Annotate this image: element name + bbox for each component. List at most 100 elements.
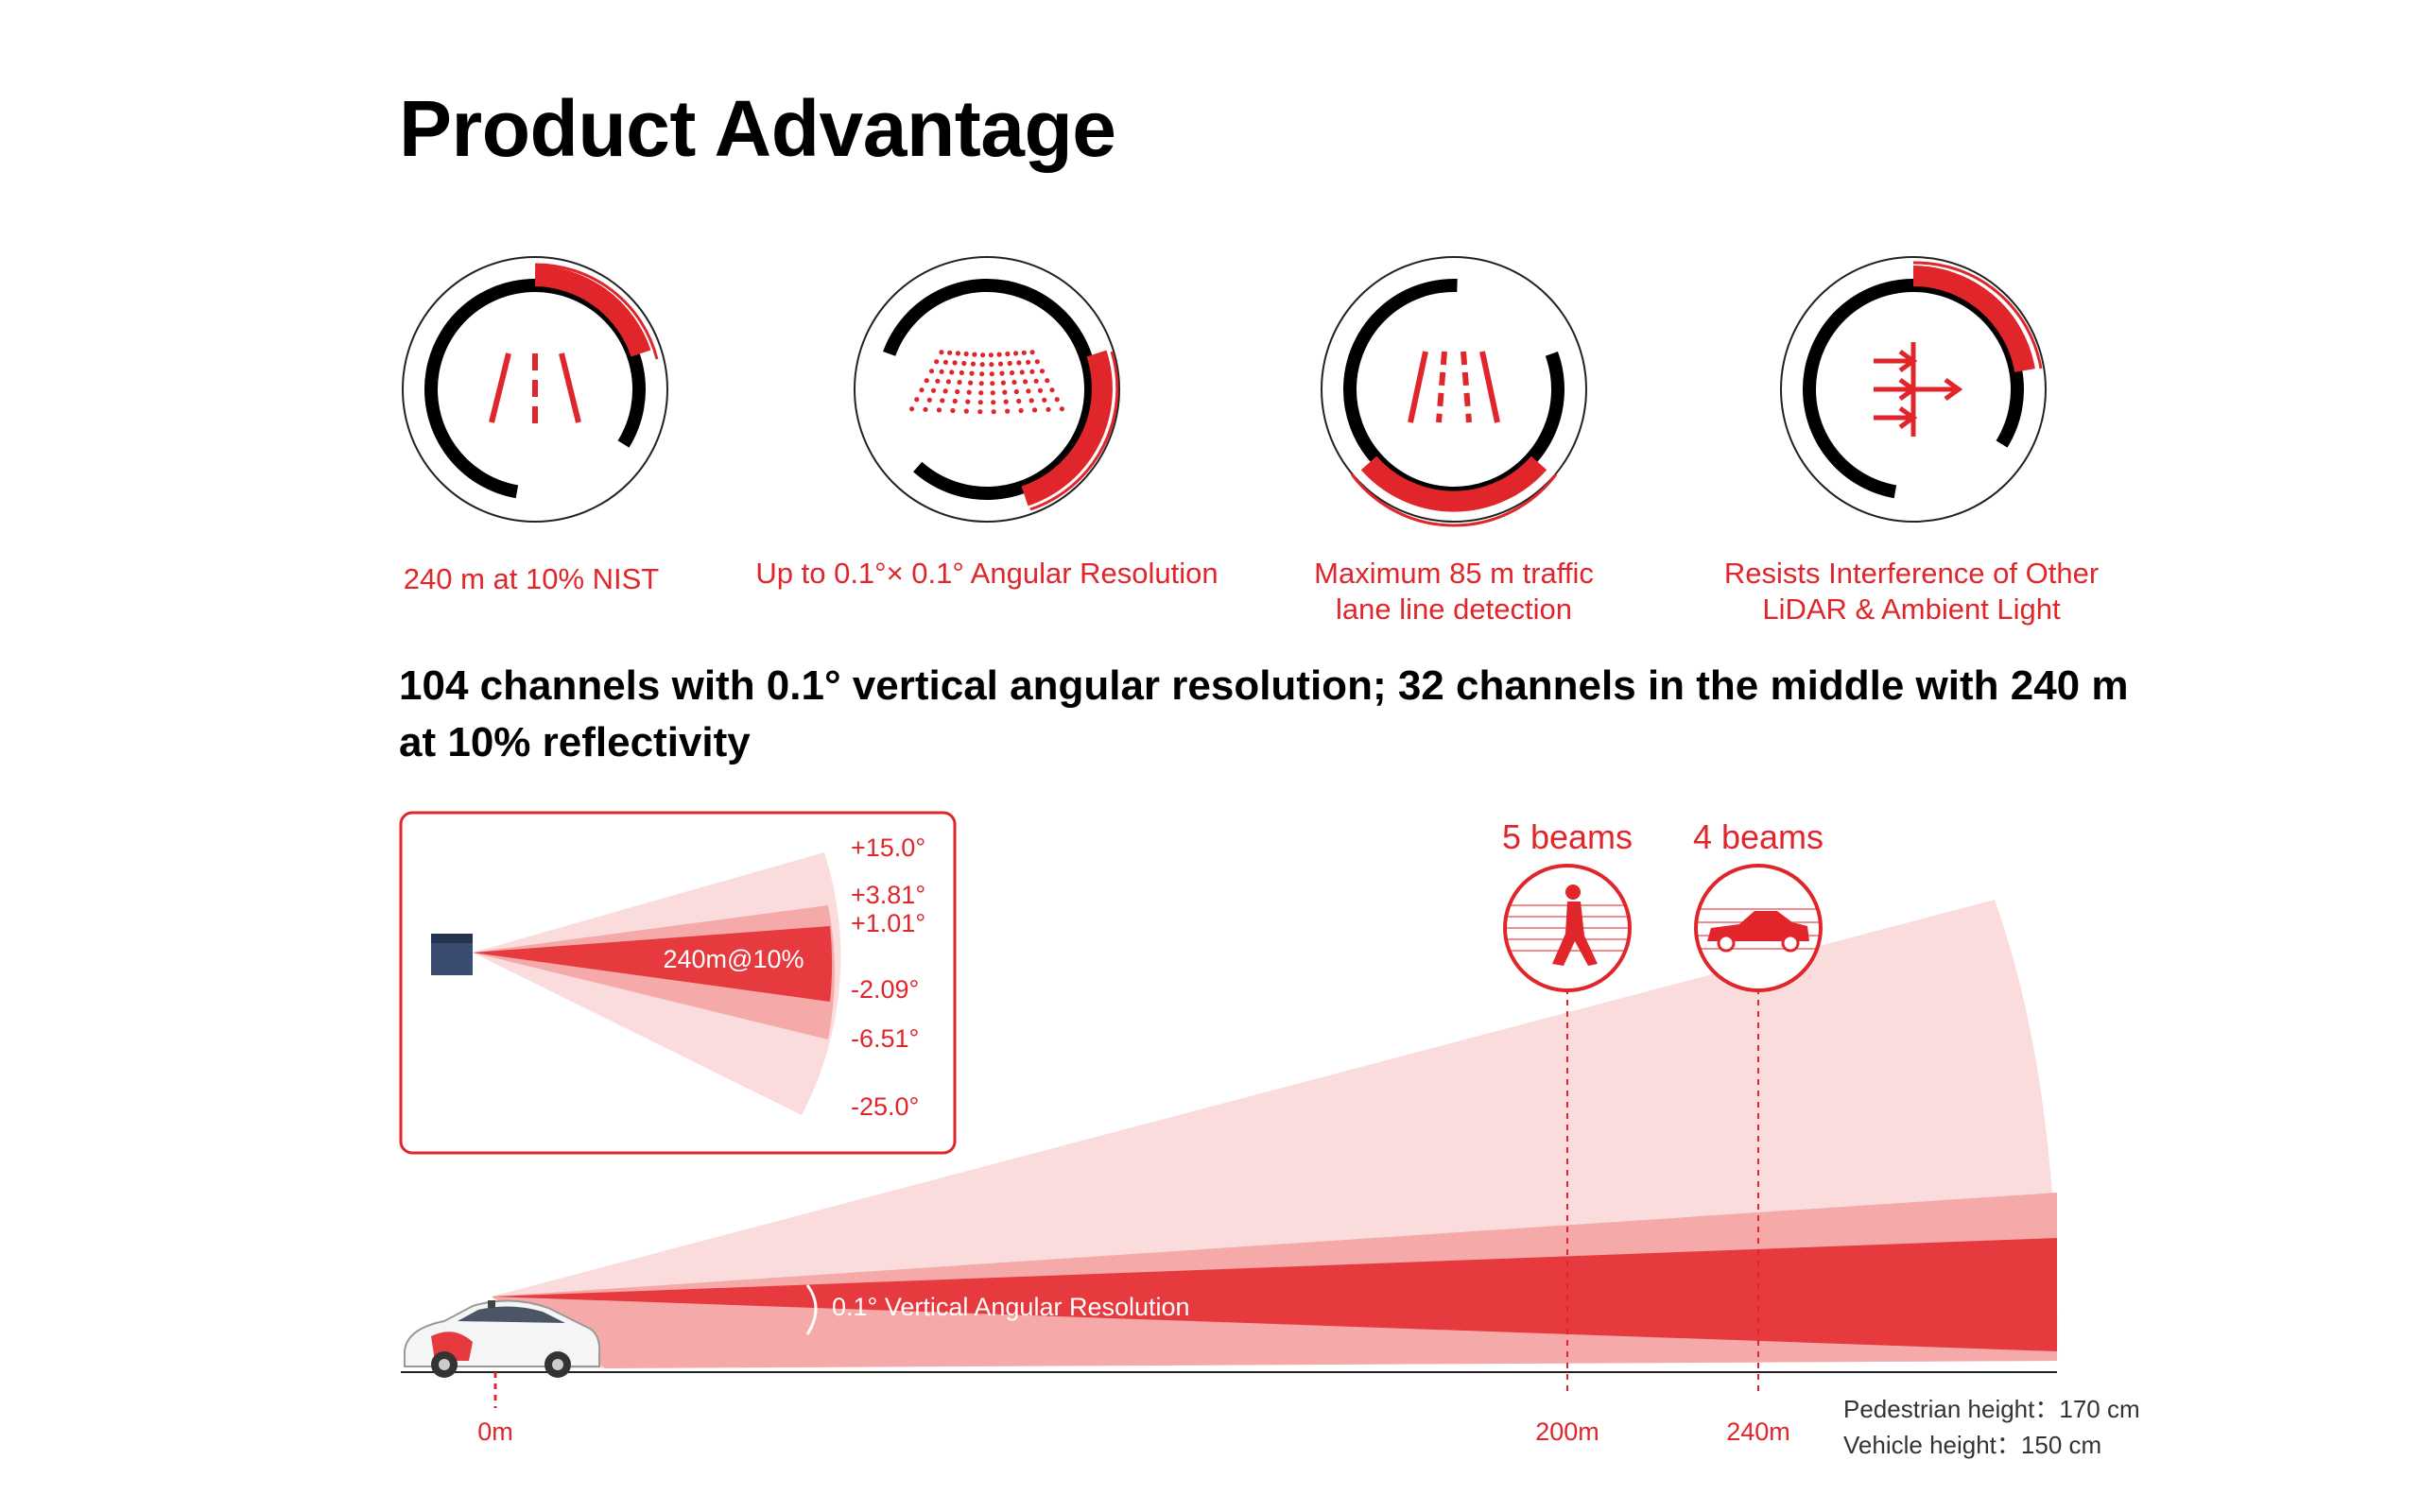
point-cloud-dot: [978, 390, 984, 396]
point-cloud-dot: [959, 369, 964, 376]
distance-200m: 200m: [1535, 1418, 1599, 1446]
road-lanes-icon: [402, 256, 668, 523]
point-cloud-dot: [977, 409, 983, 415]
feature-interference-line1: Resists Interference of Other: [1723, 557, 2100, 590]
car-icon: [404, 1299, 601, 1378]
point-cloud-dot: [1037, 387, 1044, 393]
point-cloud-dot: [977, 400, 983, 405]
point-cloud-dot: [991, 409, 996, 415]
feature-lane-detection: [1312, 248, 1596, 531]
point-cloud-dot: [990, 390, 995, 396]
distance-0m: 0m: [477, 1418, 513, 1446]
page-title: Product Advantage: [399, 84, 1116, 173]
point-cloud-dot: [1016, 360, 1022, 366]
point-cloud-dot: [979, 362, 985, 368]
point-cloud-dot: [990, 381, 995, 387]
feature-lane-detection-label: Maximum 85 m traffic lane line detection: [1189, 556, 1719, 627]
point-cloud-dot: [1029, 350, 1035, 355]
point-cloud-dot: [928, 369, 935, 374]
point-cloud-dot: [1046, 406, 1051, 412]
inset-angle-1: +15.0°: [851, 833, 925, 862]
feature-interference-label: Resists Interference of Other LiDAR & Am…: [1647, 556, 2176, 627]
point-cloud-dot: [989, 371, 994, 377]
vehicle-icon: [1694, 864, 1823, 992]
point-cloud-dot: [942, 359, 948, 365]
feature-lane-line1: Maximum 85 m traffic: [1314, 557, 1594, 590]
inset-angle-5: -6.51°: [851, 1024, 919, 1053]
point-cloud-dot: [1005, 408, 1011, 414]
point-cloud-dot: [923, 406, 928, 412]
point-cloud-dot: [955, 388, 960, 395]
inset-angle-2: +3.81°: [851, 881, 925, 909]
interference-arrows-icon: [1780, 256, 2047, 523]
point-cloud-dot: [972, 352, 977, 357]
point-cloud-dot: [1016, 398, 1022, 404]
point-cloud-dot: [947, 350, 953, 355]
point-cloud-dot: [935, 378, 941, 384]
point-cloud-dot: [950, 407, 956, 414]
point-cloud-dot: [1034, 359, 1040, 365]
pedestrian-height-note: Pedestrian height：170 cm: [1843, 1395, 2140, 1423]
point-cloud-dot: [1003, 399, 1009, 404]
point-cloud-dot: [1012, 351, 1019, 356]
feature-resolution-label: Up to 0.1°× 0.1° Angular Resolution: [755, 557, 1219, 590]
point-cloud-dot: [940, 398, 945, 404]
point-cloud-dot: [965, 399, 971, 404]
point-cloud-dot: [1028, 398, 1034, 404]
point-cloud-dot: [980, 352, 986, 358]
inset-angle-3: +1.01°: [851, 909, 925, 937]
point-cloud-dot: [1059, 406, 1065, 412]
point-cloud-dot: [949, 369, 955, 375]
feature-range: [393, 248, 677, 531]
point-cloud-dot: [970, 361, 977, 367]
beam-core: [492, 1238, 2057, 1351]
point-cloud-dot: [988, 352, 994, 358]
point-cloud-dot: [963, 351, 969, 357]
point-cloud-dot: [1013, 388, 1019, 395]
point-cloud-dot: [1002, 389, 1008, 395]
point-cloud-dot: [919, 387, 925, 393]
point-cloud-dot: [936, 407, 942, 413]
point-cloud-dot: [1049, 387, 1055, 393]
point-cloud-dot: [952, 398, 958, 404]
point-cloud-dot: [1029, 369, 1035, 374]
feature-range-label: 240 m at 10% NIST: [403, 562, 660, 595]
point-cloud-dot: [1007, 360, 1012, 367]
point-cloud-dot: [1054, 397, 1060, 403]
point-cloud-dot: [1022, 379, 1028, 385]
point-cloud-dot: [966, 389, 972, 395]
point-cloud-dot: [1033, 378, 1039, 384]
point-cloud-dot: [952, 360, 958, 366]
point-cloud-dot: [908, 406, 915, 412]
channels-description: 104 channels with 0.1° vertical angular …: [399, 662, 2129, 765]
point-cloud-dot: [1005, 351, 1011, 357]
resolution-label: 0.1° Vertical Angular Resolution: [832, 1293, 1190, 1321]
point-cloud-dot: [957, 379, 962, 386]
point-cloud-dot: [1000, 380, 1006, 386]
distance-240m: 240m: [1726, 1418, 1790, 1446]
feature-interference-line2: LiDAR & Ambient Light: [1762, 593, 2061, 626]
point-cloud-dot: [968, 380, 974, 386]
point-cloud-dot: [934, 359, 940, 365]
vehicle-beams-label: 4 beams: [1693, 817, 1824, 856]
point-cloud-dot: [1010, 369, 1015, 376]
inset-wedge-core: [473, 926, 833, 1002]
inset-center-label: 240m@10%: [664, 945, 804, 973]
point-cloud-dot: [1026, 388, 1031, 394]
point-cloud-dot: [1031, 407, 1038, 413]
point-cloud-dot: [1021, 350, 1027, 355]
point-cloud-dot: [939, 369, 944, 374]
pedestrian-beams-label: 5 beams: [1502, 817, 1633, 856]
point-cloud-dot: [1018, 407, 1024, 414]
point-cloud-dot: [924, 378, 929, 384]
point-cloud-dot: [1026, 359, 1031, 365]
point-cloud-dot: [945, 379, 952, 385]
point-cloud-dot: [989, 362, 994, 368]
point-cloud-icon: [854, 256, 1120, 523]
point-cloud-dot: [942, 388, 948, 394]
inset-angle-6: -25.0°: [851, 1092, 919, 1121]
feature-interference: [1772, 248, 2055, 531]
lane-lines-icon: [1321, 256, 1587, 527]
point-cloud-dot: [930, 387, 937, 393]
